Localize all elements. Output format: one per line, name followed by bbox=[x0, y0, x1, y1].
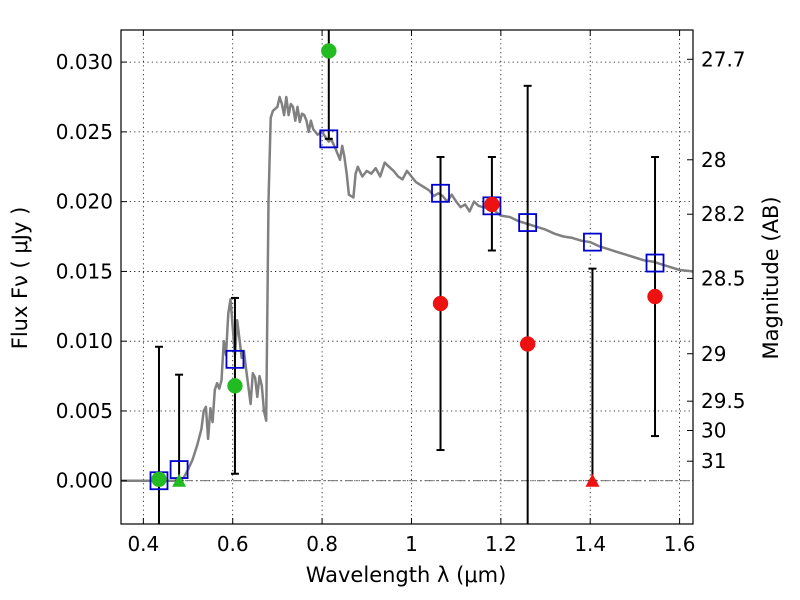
upper-limit-marker bbox=[585, 473, 600, 487]
y-tick-label: 0.020 bbox=[56, 190, 113, 214]
right-tick-label: 28.2 bbox=[701, 202, 746, 226]
detection-marker bbox=[519, 336, 536, 352]
x-tick-label: 1.6 bbox=[664, 532, 696, 556]
x-tick-label: 0.4 bbox=[127, 532, 159, 556]
axis-ticks bbox=[121, 30, 693, 524]
model-photometry-marker bbox=[319, 129, 339, 149]
detection-marker bbox=[484, 196, 500, 213]
y-tick-label: 0.005 bbox=[56, 399, 113, 423]
y-axis-title: Flux Fν ( μJy ) bbox=[8, 207, 32, 350]
x-tick-label: 0.6 bbox=[217, 532, 249, 556]
model-photometry-marker bbox=[225, 349, 245, 369]
right-tick-label: 31 bbox=[701, 449, 726, 473]
y-tick-label: 0.015 bbox=[56, 259, 113, 283]
model-photometry-marker bbox=[645, 253, 665, 273]
y-tick-label: 0.030 bbox=[56, 50, 113, 74]
plot-frame bbox=[120, 29, 694, 525]
detection-marker bbox=[321, 43, 337, 59]
x-tick-label: 1 bbox=[405, 532, 418, 556]
model-photometry-marker bbox=[583, 232, 602, 252]
x-tick-label: 1.4 bbox=[574, 532, 606, 556]
x-axis-title: Wavelength λ (μm) bbox=[306, 563, 507, 587]
right-tick-label: 29.5 bbox=[701, 389, 746, 413]
right-tick-label: 30 bbox=[701, 419, 726, 443]
right-tick-label: 29 bbox=[701, 342, 726, 366]
right-tick-label: 28 bbox=[701, 148, 726, 172]
y-tick-label: 0.000 bbox=[56, 469, 113, 493]
right-axis-title: Magnitude (AB) bbox=[759, 196, 783, 359]
tick-labels: 0.4 0.6 0.8 1 1.2 1.4 1.6 0.000 0.005 0.010 0.015 0… bbox=[56, 47, 746, 556]
detection-marker bbox=[151, 471, 167, 488]
detection-marker bbox=[227, 378, 243, 394]
right-tick-label: 27.7 bbox=[701, 47, 746, 71]
grid-lines bbox=[121, 30, 693, 524]
upper-limit-marker bbox=[172, 473, 187, 487]
model-sed-line bbox=[121, 95, 694, 482]
y-tick-label: 0.025 bbox=[56, 120, 113, 144]
x-tick-label: 0.8 bbox=[306, 532, 338, 556]
right-tick-label: 28.5 bbox=[701, 266, 746, 290]
y-tick-label: 0.010 bbox=[56, 329, 113, 353]
data-markers bbox=[149, 43, 665, 491]
x-tick-label: 1.2 bbox=[485, 532, 517, 556]
model-photometry-marker bbox=[518, 213, 538, 232]
model-photometry-marker bbox=[431, 183, 450, 203]
detection-marker bbox=[647, 288, 663, 305]
detection-marker bbox=[432, 295, 449, 312]
model-sed bbox=[121, 95, 694, 482]
error-bars bbox=[154, 30, 660, 524]
